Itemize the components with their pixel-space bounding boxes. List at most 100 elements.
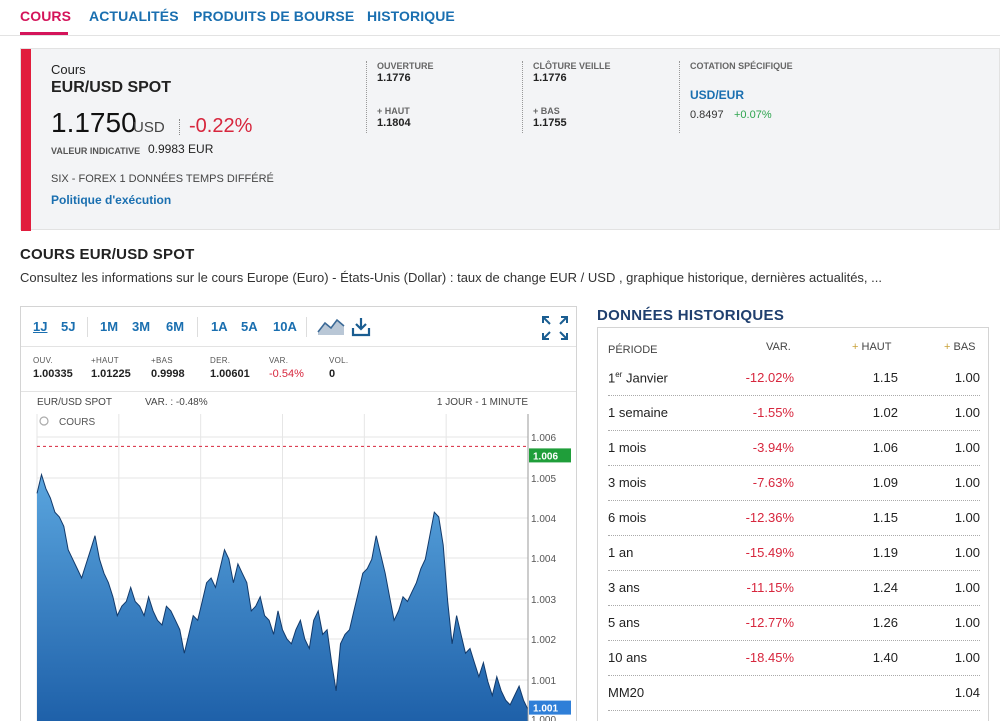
stat-label: DER. (210, 356, 231, 365)
stat-label: +HAUT (91, 356, 119, 365)
header-period: PÉRIODE (608, 344, 658, 356)
header-high-label: HAUT (861, 341, 892, 353)
prev-close-label: CLÔTURE VEILLE (533, 61, 611, 71)
period-number: 1 (608, 370, 616, 386)
low-cell: 1.00 (954, 580, 980, 595)
high-cell: 1.24 (872, 580, 898, 595)
tab-actualites[interactable]: ACTUALITÉS (89, 8, 179, 24)
history-table: PÉRIODE VAR. + HAUT + BAS 1er Janvier -12… (597, 327, 989, 721)
reference-price-tag-bg (529, 448, 571, 463)
toolbar-divider (306, 317, 307, 337)
y-tick-label: 1.004 (531, 554, 556, 565)
period-cell: MM20 (608, 685, 645, 700)
specific-quote-change: +0.07% (734, 109, 772, 121)
period-cell: 6 mois (608, 510, 647, 525)
var-cell: -18.45% (745, 650, 794, 665)
stat-value: 0.9998 (151, 368, 185, 380)
price-chart-svg: EUR/USD SPOT VAR. : -0.48% 1 JOUR - 1 MI… (36, 397, 571, 721)
price-chart[interactable]: EUR/USD SPOT VAR. : -0.48% 1 JOUR - 1 MI… (21, 392, 576, 721)
execution-policy-link[interactable]: Politique d'exécution (51, 193, 172, 207)
var-cell: -7.63% (752, 475, 794, 490)
price-currency: USD (133, 119, 165, 136)
period-1j-button[interactable]: 1J (33, 319, 48, 334)
chart-subtitle: VAR. : -0.48% (145, 397, 208, 408)
active-tab-indicator (20, 32, 68, 35)
high-cell: 1.02 (872, 405, 898, 420)
header-var: VAR. (766, 341, 791, 353)
low-cell: 1.00 (954, 475, 980, 490)
table-row: 5 ans -12.77% 1.26 1.00 (608, 606, 980, 641)
y-tick-label: 1.006 (531, 433, 556, 444)
period-1a-button[interactable]: 1A (211, 319, 228, 334)
table-row: 3 ans -11.15% 1.24 1.00 (608, 571, 980, 606)
plus-sign: + (944, 341, 951, 353)
period-1m-button[interactable]: 1M (100, 319, 119, 334)
low-cell: 1.04 (954, 685, 980, 700)
last-price: 1.1750 (51, 107, 137, 138)
table-row: 1 mois -3.94% 1.06 1.00 (608, 431, 980, 466)
table-row: 1 semaine -1.55% 1.02 1.00 (608, 396, 980, 431)
data-source: SIX - FOREX 1 DONNÉES TEMPS DIFFÉRÉ (51, 173, 274, 185)
high-cell: 1.15 (872, 510, 898, 525)
stat-label: VAR. (269, 356, 289, 365)
period-cell: 10 ans (608, 650, 648, 665)
specific-quote-value: 0.8497 (690, 109, 724, 121)
history-title: DONNÉES HISTORIQUES (597, 307, 785, 324)
fullscreen-icon[interactable] (541, 315, 569, 346)
table-row: 10 ans -18.45% 1.40 1.00 (608, 641, 980, 676)
stat-value: 1.01225 (91, 368, 131, 380)
chart-type-icon[interactable] (317, 316, 345, 341)
header-high: + HAUT (852, 341, 891, 353)
header-low: + BAS (944, 341, 976, 353)
chart-interval-label: 1 JOUR - 1 MINUTE (437, 397, 528, 408)
high-label: + HAUT (377, 106, 410, 116)
high-cell: 1.26 (872, 615, 898, 630)
var-cell: -1.55% (752, 405, 794, 420)
close-low-column: CLÔTURE VEILLE 1.1776 + BAS 1.1755 (522, 61, 672, 133)
specific-quote-label: COTATION SPÉCIFIQUE (690, 61, 793, 71)
period-3m-button[interactable]: 3M (132, 319, 151, 334)
period-10a-button[interactable]: 10A (273, 319, 297, 334)
tab-produits-de-bourse[interactable]: PRODUITS DE BOURSE (193, 8, 355, 24)
stat-label: OUV. (33, 356, 54, 365)
price-change: -0.22% (189, 115, 253, 137)
plus-sign: + (852, 341, 859, 353)
period-rest: Janvier (622, 370, 668, 386)
tab-historique[interactable]: HISTORIQUE (367, 8, 455, 24)
period-5j-button[interactable]: 5J (61, 319, 76, 334)
last-price-tag-bg (529, 700, 571, 715)
download-icon[interactable] (351, 316, 371, 343)
toolbar-divider (87, 317, 88, 337)
top-navigation: COURS ACTUALITÉS PRODUITS DE BOURSE HIST… (0, 0, 1000, 36)
period-cell: 1er Janvier (608, 370, 668, 385)
indicative-value: 0.9983 EUR (148, 142, 214, 156)
low-label: + BAS (533, 106, 560, 116)
section-description: Consultez les informations sur le cours … (20, 270, 882, 285)
y-tick-label: 1.000 (531, 715, 556, 721)
high-cell: 1.19 (872, 545, 898, 560)
chart-stats-bar: OUV. 1.00335 +HAUT 1.01225 +BAS 0.9998 D… (21, 348, 576, 392)
high-cell: 1.15 (872, 370, 898, 385)
period-6m-button[interactable]: 6M (166, 319, 185, 334)
gear-icon[interactable] (39, 416, 49, 426)
accent-bar (21, 49, 31, 231)
period-cell: 1 semaine (608, 405, 668, 420)
specific-quote-column: COTATION SPÉCIFIQUE USD/EUR 0.8497 +0.07… (679, 61, 879, 133)
stat-label: +BAS (151, 356, 173, 365)
table-row: MM20 1.04 (608, 676, 980, 711)
open-high-column: OUVERTURE 1.1776 + HAUT 1.1804 (366, 61, 516, 133)
y-tick-label: 1.002 (531, 635, 556, 646)
period-cell: 3 ans (608, 580, 640, 595)
period-5a-button[interactable]: 5A (241, 319, 258, 334)
indicative-value-label: VALEUR INDICATIVE (51, 146, 141, 156)
low-cell: 1.00 (954, 545, 980, 560)
period-cell: 1 an (608, 545, 634, 560)
price-separator (179, 119, 180, 135)
instrument-name: EUR/USD SPOT (51, 79, 172, 96)
table-row: 1 an -15.49% 1.19 1.00 (608, 536, 980, 571)
tab-cours[interactable]: COURS (20, 8, 72, 24)
table-row: 1er Janvier -12.02% 1.15 1.00 (608, 361, 980, 396)
stat-label: VOL. (329, 356, 349, 365)
specific-quote-link[interactable]: USD/EUR (690, 88, 745, 102)
table-row: 3 mois -7.63% 1.09 1.00 (608, 466, 980, 501)
